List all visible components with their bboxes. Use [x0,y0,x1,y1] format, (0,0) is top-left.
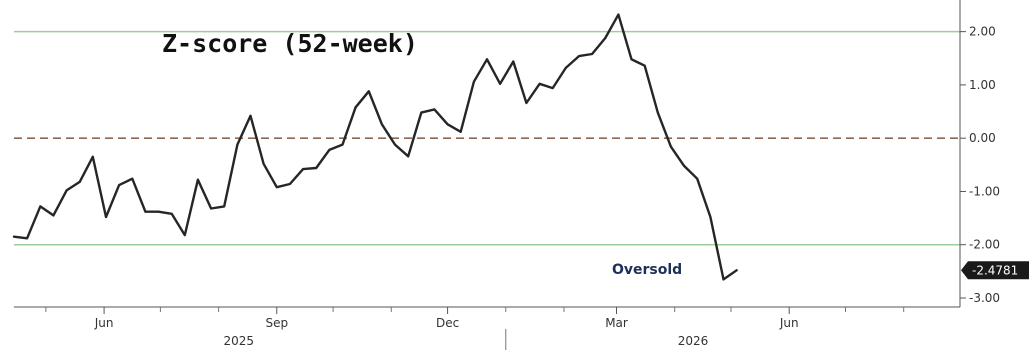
last-value-marker [961,261,1029,280]
y-tick-label: -2.00 [969,238,1000,252]
axes: 2.00 1.00 0.00 -1.00 -2.00 -3.00 Jun Sep Dec Mar J… [14,0,1000,350]
series-layer [12,13,738,281]
annotations: Oversold -2.4781 [612,261,1029,280]
x-tick-label: Mar [605,316,628,330]
x-year-label: 2026 [678,334,709,348]
y-tick-label: -1.00 [969,184,1000,198]
series-line [12,13,738,281]
annotation-label: Oversold [612,262,682,278]
y-tick-label: -3.00 [969,291,1000,305]
reference-lines [14,30,960,246]
y-tick-label: 0.00 [969,131,996,145]
y-tick-label: 1.00 [969,78,996,92]
x-tick-label: Jun [779,316,799,330]
chart-title: Z-score (52-week) [162,29,418,58]
x-tick-label: Sep [265,316,288,330]
y-tick-label: 2.00 [969,25,996,39]
last-value-label: -2.4781 [972,263,1018,277]
last-value-badge: -2.4781 [961,261,1029,280]
x-tick-label: Jun [94,316,114,330]
x-tick-label: Dec [436,316,459,330]
x-year-label: 2025 [224,334,255,348]
